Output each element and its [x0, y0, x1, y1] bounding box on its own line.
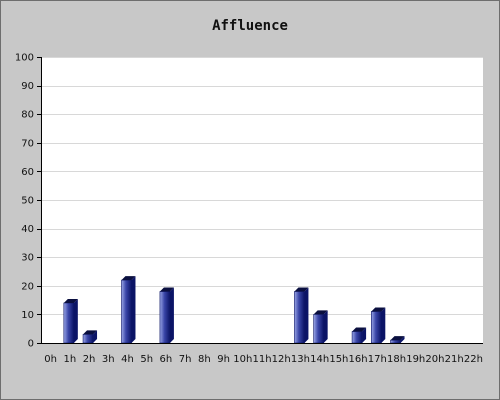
bar — [314, 310, 328, 343]
x-tick-label: 14h — [310, 354, 329, 365]
x-tick-label: 9h — [217, 354, 230, 365]
bar — [352, 328, 366, 343]
bar — [371, 308, 385, 343]
x-tick-label: 0h — [44, 354, 57, 365]
y-tick-label: 70 — [21, 138, 34, 149]
x-tick-label: 8h — [198, 354, 211, 365]
x-tick-label: 11h — [252, 354, 271, 365]
x-tick-label: 7h — [179, 354, 192, 365]
x-tick-label: 12h — [272, 354, 291, 365]
bar — [160, 288, 174, 343]
x-tick-label: 21h — [445, 354, 464, 365]
x-tick-label: 20h — [425, 354, 444, 365]
x-tick-label: 15h — [329, 354, 348, 365]
bar — [64, 299, 78, 343]
bar — [121, 276, 135, 343]
x-tick-label: 18h — [387, 354, 406, 365]
x-tick-label: 2h — [83, 354, 96, 365]
y-tick-label: 40 — [21, 224, 34, 235]
x-tick-labels: 0h 1h 2h 3h 4h 5h 6h 7h 8h 9h 10h 11h 12h 13h 14h 15h 16… — [44, 354, 483, 365]
y-tick-label: 0 — [28, 339, 34, 350]
y-tick-label: 30 — [21, 253, 34, 264]
x-tick-label: 1h — [63, 354, 76, 365]
y-tick-label: 50 — [21, 196, 34, 207]
x-tick-label: 13h — [291, 354, 310, 365]
x-tick-label: 6h — [160, 354, 173, 365]
x-tick-label: 4h — [121, 354, 134, 365]
x-tick-label: 16h — [349, 354, 368, 365]
y-tick-label: 60 — [21, 167, 34, 178]
y-tick-labels: 0 10 20 30 40 50 60 70 80 90 100 — [15, 53, 34, 350]
x-tick-label: 22h — [464, 354, 483, 365]
y-tick-label: 80 — [21, 110, 34, 121]
x-tick-label: 3h — [102, 354, 115, 365]
y-tick-label: 100 — [15, 53, 34, 64]
x-tick-label: 10h — [233, 354, 252, 365]
x-tick-label: 17h — [368, 354, 387, 365]
x-tick-label: 19h — [406, 354, 425, 365]
y-tick-label: 20 — [21, 281, 34, 292]
bar — [294, 288, 308, 343]
y-tick-label: 90 — [21, 81, 34, 92]
y-tick-label: 10 — [21, 310, 34, 321]
x-tick-label: 5h — [140, 354, 153, 365]
